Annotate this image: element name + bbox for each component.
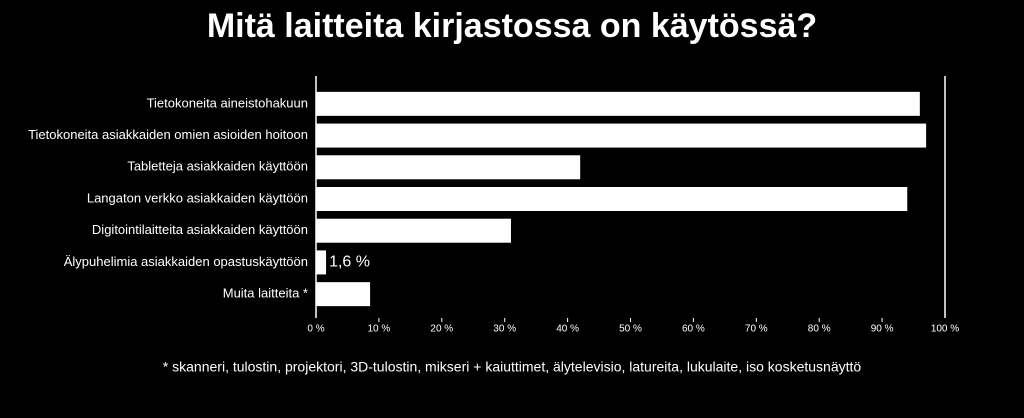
x-tick-label: 70 % <box>745 324 768 335</box>
y-tick-label: Älypuhelimia asiakkaiden opastuskäyttöön <box>64 254 308 269</box>
y-tick-label: Tabletteja asiakkaiden käyttöön <box>127 159 308 174</box>
bar <box>316 282 371 307</box>
y-tick-label: Langaton verkko asiakkaiden käyttöön <box>87 190 308 205</box>
x-tick-label: 60 % <box>682 324 705 335</box>
x-tick-label: 100 % <box>931 324 959 335</box>
y-tick-label: Digitointilaitteita asiakkaiden käyttöön <box>92 222 308 237</box>
data-label: 1,6 % <box>329 254 370 271</box>
x-tick-label: 20 % <box>430 324 453 335</box>
y-tick-label: Tietokoneita aineistohakuun <box>147 95 308 110</box>
x-tick-label: 80 % <box>808 324 831 335</box>
x-tick-label: 90 % <box>871 324 894 335</box>
bar <box>316 250 327 275</box>
x-tick-label: 40 % <box>556 324 579 335</box>
bar <box>316 187 908 211</box>
bar <box>316 218 511 243</box>
x-tick-label: 0 % <box>307 324 324 335</box>
x-tick-label: 10 % <box>368 324 391 335</box>
y-tick-label: Tietokoneita asiakkaiden omien asioiden … <box>28 127 308 142</box>
chart-title: Mitä laitteita kirjastossa on käytössä? <box>207 7 817 45</box>
bar <box>316 155 581 180</box>
footnote: * skanneri, tulostin, projektori, 3D-tul… <box>163 359 862 375</box>
bar <box>316 123 927 148</box>
x-tick-label: 30 % <box>493 324 516 335</box>
bar <box>316 91 920 116</box>
y-tick-label: Muita laitteita * <box>223 286 308 301</box>
x-tick-label: 50 % <box>619 324 642 335</box>
